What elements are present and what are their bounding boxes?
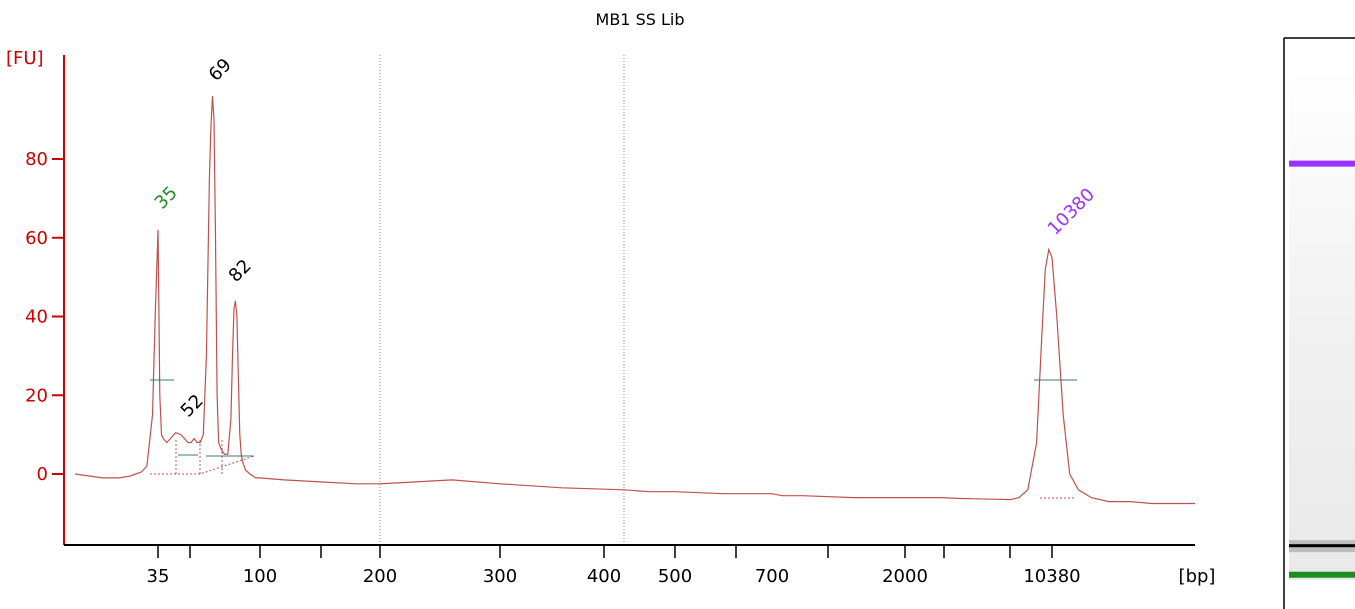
peak-label: 35 bbox=[151, 182, 182, 213]
gel-band-lower-marker bbox=[1289, 571, 1355, 578]
peak-label: 10380 bbox=[1044, 184, 1099, 239]
x-tick-label: 35 bbox=[147, 566, 170, 587]
peak-labels: 35 52 69 82 10380 bbox=[151, 54, 1099, 421]
peak-label: 69 bbox=[205, 54, 236, 85]
y-tick-label: 40 bbox=[25, 307, 48, 328]
x-ticks: 35 100 200 300 400 500 700 2000 10380 bbox=[147, 545, 1081, 587]
gel-band-upper-marker bbox=[1289, 160, 1355, 167]
plot-area bbox=[74, 55, 1195, 545]
x-tick-label: 700 bbox=[755, 566, 789, 587]
y-tick-label: 80 bbox=[25, 149, 48, 170]
y-tick-label: 20 bbox=[25, 385, 48, 406]
peak-baseline bbox=[150, 455, 255, 475]
gel-lane bbox=[1283, 37, 1355, 609]
y-tick-label: 60 bbox=[25, 228, 48, 249]
chart-title: MB1 SS Lib bbox=[596, 10, 685, 29]
gel-background bbox=[1289, 68, 1355, 580]
x-tick-label: 2000 bbox=[882, 566, 928, 587]
y-ticks: 0 20 40 60 80 bbox=[25, 149, 64, 485]
peak-label: 82 bbox=[225, 255, 256, 286]
x-tick-label: 400 bbox=[587, 566, 621, 587]
x-tick-label: 500 bbox=[658, 566, 692, 587]
gel-band-sample-band bbox=[1289, 544, 1355, 548]
y-axis-label: [FU] bbox=[6, 48, 44, 69]
gel-bands bbox=[1289, 160, 1355, 578]
x-tick-label: 300 bbox=[483, 566, 517, 587]
y-tick-label: 0 bbox=[37, 464, 48, 485]
x-tick-label: 100 bbox=[243, 566, 277, 587]
trace-line bbox=[74, 95, 1195, 505]
x-axis-label: [bp] bbox=[1179, 566, 1216, 587]
x-tick-label: 10380 bbox=[1023, 566, 1080, 587]
x-tick-label: 200 bbox=[363, 566, 397, 587]
peak-label: 52 bbox=[177, 390, 208, 421]
